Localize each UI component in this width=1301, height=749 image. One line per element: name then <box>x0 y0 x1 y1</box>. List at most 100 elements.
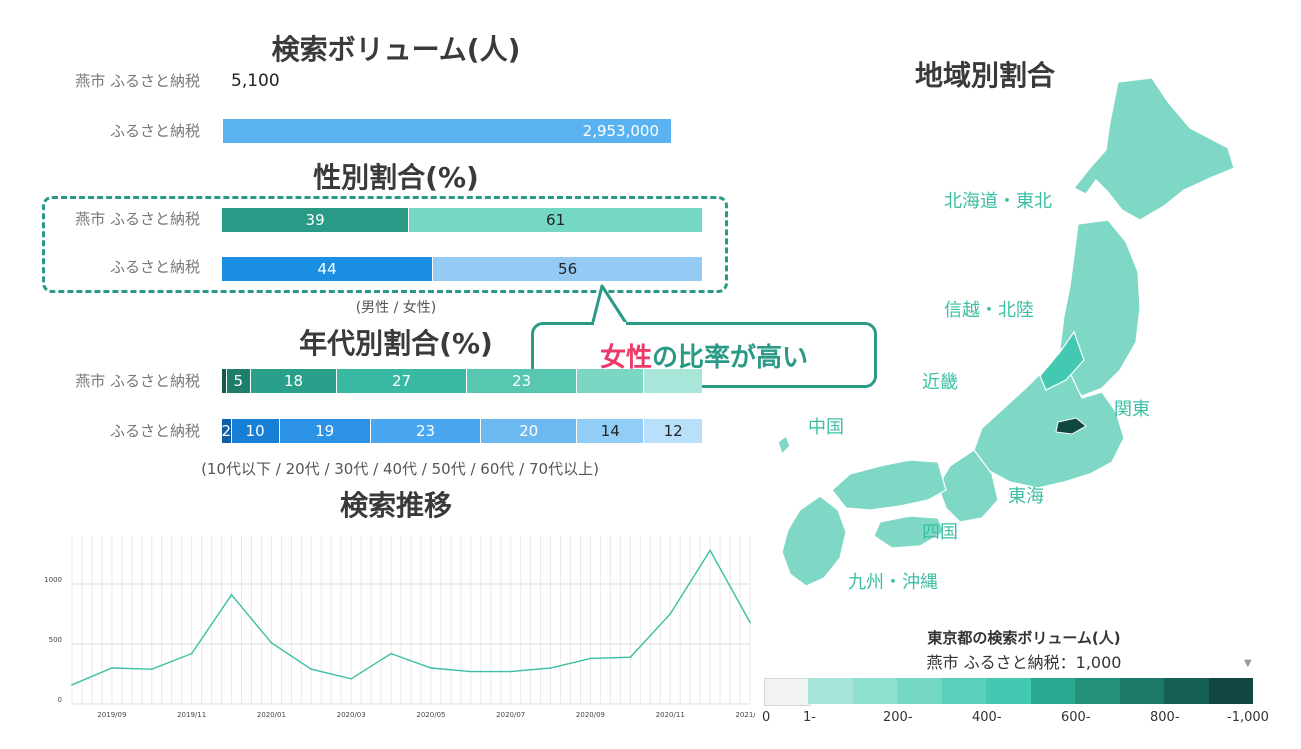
trend-point-0 <box>71 684 73 686</box>
legend-tick-6: -1,000 <box>1227 710 1269 725</box>
region-label-chugoku: 中国 <box>808 417 844 438</box>
age-segment-0-0 <box>222 369 227 393</box>
legend-swatch-6 <box>1030 678 1076 704</box>
gender-bar-1: 44 56 <box>222 257 702 281</box>
map-tooltip-title: 東京都の検索ボリューム(人) <box>927 629 1121 647</box>
region-label-tokai: 東海 <box>1008 486 1044 507</box>
gender-segment-0-0: 39 <box>222 208 410 232</box>
legend-swatch-10 <box>1208 678 1254 704</box>
callout-pointer-cover <box>594 322 626 328</box>
callout-highlight: 女性 <box>599 342 652 373</box>
trend-point-12 <box>549 667 552 669</box>
legend-tick-0: 0 <box>762 710 771 725</box>
gender-segment-0-1: 61 <box>409 208 702 232</box>
trend-title: 検索推移 <box>339 489 452 522</box>
trend-point-5 <box>270 642 273 644</box>
age-segment-0-4: 23 <box>466 369 578 393</box>
trend-xtick-6: 2020/09 <box>576 711 605 719</box>
gender-segment-1-1: 56 <box>433 257 702 281</box>
age-bar-1: 2 10 19 23 20 14 12 <box>222 419 702 443</box>
legend-tick-5: 800- <box>1150 710 1180 725</box>
trend-xtick-5: 2020/07 <box>496 711 525 719</box>
legend-swatch-1 <box>808 678 854 704</box>
age-row-label-0: 燕市 ふるさと納税 <box>75 372 200 390</box>
age-segment-0-3: 27 <box>337 369 467 393</box>
trend-point-3 <box>190 652 193 655</box>
legend-tick-4: 600- <box>1061 710 1091 725</box>
gender-row-label-1: ふるさと納税 <box>109 258 200 276</box>
age-segment-1-3: 23 <box>370 419 482 443</box>
map-kyushu <box>781 495 847 587</box>
trend-point-13 <box>589 657 592 660</box>
legend-tick-3: 400- <box>972 710 1002 725</box>
gender-segment-1-0: 44 <box>222 257 434 281</box>
gender-caption: (男性 / 女性) <box>355 300 437 316</box>
trend-point-16 <box>709 549 711 552</box>
map-shikoku <box>873 515 945 549</box>
trend-point-2 <box>150 668 153 670</box>
region-label-kinki: 近畿 <box>922 372 958 393</box>
trend-xtick-8: 2021/01 <box>735 711 755 719</box>
map-kanto-chubu <box>973 350 1125 489</box>
trend-xtick-7: 2020/11 <box>656 711 685 719</box>
age-row-label-1: ふるさと納税 <box>109 422 200 440</box>
trend-point-8 <box>390 652 392 655</box>
region-label-kanto: 関東 <box>1114 399 1150 420</box>
age-segment-1-2: 19 <box>279 419 371 443</box>
legend-tick-2: 200- <box>883 710 913 725</box>
map-tokyo <box>1055 417 1087 435</box>
gender-row-label-0: 燕市 ふるさと納税 <box>75 210 200 228</box>
legend-marker-icon: ▼ <box>1244 658 1252 669</box>
trend-point-11 <box>509 670 512 673</box>
age-segment-1-1: 10 <box>231 419 280 443</box>
trend-line <box>71 549 751 686</box>
callout-pointer <box>590 284 630 328</box>
volume-value-small: 5,100 <box>231 71 280 91</box>
legend-swatch-5 <box>986 678 1032 704</box>
legend-tick-1: 1- <box>803 710 816 725</box>
trend-point-10 <box>470 670 472 673</box>
age-segment-0-1: 5 <box>226 369 251 393</box>
trend-xtick-4: 2020/05 <box>416 711 445 719</box>
japan-map <box>777 77 1235 587</box>
age-caption: (10代以下 / 20代 / 30代 / 40代 / 50代 / 60代 / 7… <box>201 460 599 478</box>
trend-point-15 <box>669 613 672 615</box>
age-segment-1-6: 12 <box>644 419 702 443</box>
map-hokkaido <box>1073 77 1235 221</box>
legend-swatch-2 <box>852 678 898 704</box>
map-niigata <box>1039 330 1085 391</box>
trend-point-9 <box>430 667 432 669</box>
legend-swatch-0 <box>764 678 811 706</box>
trend-ytick-1: 500 <box>49 636 62 644</box>
gender-highlight-frame <box>42 196 728 293</box>
trend-ytick-2: 1000 <box>44 576 62 584</box>
legend-swatch-9 <box>1164 678 1210 704</box>
region-label-shinetsu-hokuriku: 信越・北陸 <box>944 300 1034 321</box>
gender-title: 性別割合(%) <box>313 161 479 194</box>
age-segment-1-5: 14 <box>577 419 645 443</box>
trend-point-1 <box>111 667 113 669</box>
volume-row-label-0: 燕市 ふるさと納税 <box>75 72 200 90</box>
legend-swatch-3 <box>897 678 943 704</box>
trend-point-14 <box>629 656 632 658</box>
trend-xtick-0: 2019/09 <box>97 711 126 719</box>
map-kinki <box>937 449 999 523</box>
legend-swatch-8 <box>1119 678 1165 704</box>
age-segment-0-6 <box>644 369 702 393</box>
volume-bar-value: 2,953,000 <box>582 122 659 140</box>
trend-chart: 0 500 1000 2019/09 2019/11 2020/01 2020/03 2020… <box>44 536 755 719</box>
trend-xtick-3: 2020/03 <box>337 711 366 719</box>
trend-xtick-1: 2019/11 <box>177 711 206 719</box>
trend-point-7 <box>350 678 352 680</box>
volume-row-label-1: ふるさと納税 <box>109 122 200 140</box>
map-title: 地域別割合 <box>914 59 1055 92</box>
age-segment-1-4: 20 <box>481 419 578 443</box>
trend-ytick-0: 0 <box>58 696 62 704</box>
region-label-hokkaido-tohoku: 北海道・東北 <box>944 191 1052 212</box>
volume-bar: 2,953,000 <box>223 119 671 143</box>
age-segment-0-5 <box>577 369 645 393</box>
age-segment-0-2: 18 <box>250 369 338 393</box>
gender-bar-0: 39 61 <box>222 208 702 232</box>
age-segment-1-0: 2 <box>222 419 232 443</box>
volume-title: 検索ボリューム(人) <box>271 33 521 66</box>
